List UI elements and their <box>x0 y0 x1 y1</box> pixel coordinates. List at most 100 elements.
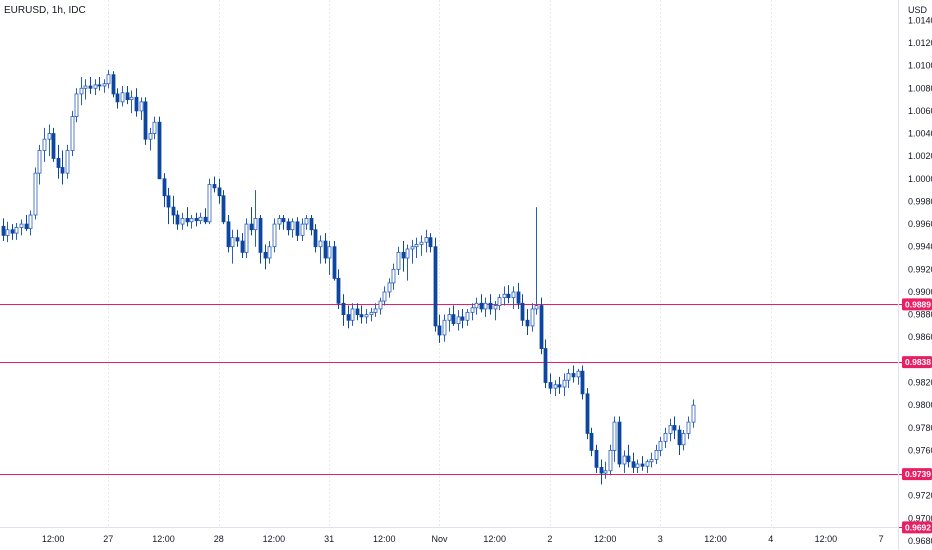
candle-body-19 <box>88 85 93 89</box>
candle-body-68 <box>313 229 318 248</box>
time-tick-label: 12:00 <box>263 534 286 544</box>
time-tick-label: 12:00 <box>594 534 617 544</box>
time-tick-label: 4 <box>768 534 773 544</box>
candle-body-1 <box>5 229 10 236</box>
currency-label: USD <box>908 5 928 15</box>
candle-body-7 <box>33 172 38 216</box>
candle-body-39 <box>180 218 185 225</box>
price-tick-label: 1.0140 <box>908 15 932 25</box>
candle-body-35 <box>162 178 167 197</box>
candle-body-86 <box>396 251 401 270</box>
price-tick-label: 1.0120 <box>908 38 932 48</box>
price-axis[interactable]: 1.0140 1.0120 1.0100 1.0080 1.0060 1.0040 1.00… <box>902 15 932 546</box>
candle-body-136 <box>626 455 631 463</box>
candle-body-131 <box>603 470 608 474</box>
candle-body-44 <box>203 216 208 223</box>
level-badge-label-3: 0.9692 <box>905 522 931 532</box>
candle-body-119 <box>548 382 553 389</box>
candle-body-109 <box>502 293 507 299</box>
candle-body-113 <box>520 302 525 321</box>
level-badge-0 <box>902 298 932 311</box>
time-tick-label: 28 <box>214 534 224 544</box>
candle-body-13 <box>60 167 65 174</box>
candle-body-84 <box>387 282 392 293</box>
candle-body-10 <box>47 133 52 140</box>
candle-body-32 <box>148 133 153 140</box>
candle-body-42 <box>194 218 199 222</box>
candle-body-89 <box>410 246 415 250</box>
candle-body-63 <box>290 221 295 231</box>
candle-body-105 <box>483 302 488 310</box>
candle-body-50 <box>230 237 235 248</box>
candle-body-133 <box>612 421 617 451</box>
candle-body-82 <box>378 300 383 310</box>
candle-body-3 <box>14 227 19 234</box>
candle-body-111 <box>511 291 516 299</box>
candle-body-74 <box>341 302 346 316</box>
time-tick-label: 2 <box>547 534 552 544</box>
candle-body-142 <box>654 450 659 460</box>
candle-body-12 <box>56 158 61 168</box>
candle-body-51 <box>235 237 240 242</box>
candle-body-128 <box>589 433 594 451</box>
candle-body-98 <box>451 314 456 325</box>
candle-body-4 <box>19 223 24 228</box>
candle-body-41 <box>189 218 194 223</box>
candle-body-117 <box>539 305 544 349</box>
candle-body-125 <box>576 370 581 378</box>
candle-body-72 <box>332 246 337 279</box>
candle-body-37 <box>171 206 176 216</box>
candle-body-23 <box>106 74 111 85</box>
time-axis[interactable]: 12:00 27 12:00 28 12:00 31 12:00 Nov 12:00 2 12:00… <box>42 534 884 544</box>
time-tick-label: 7 <box>879 534 884 544</box>
grid-lines <box>108 0 772 527</box>
candle-body-73 <box>336 277 341 304</box>
candle-body-6 <box>28 214 33 230</box>
candle-body-58 <box>267 246 272 259</box>
time-tick-label: 31 <box>324 534 334 544</box>
candle-body-14 <box>65 150 70 174</box>
candle-body-88 <box>405 248 410 259</box>
candle-body-137 <box>631 461 636 468</box>
candle-body-78 <box>359 314 364 318</box>
candle-body-43 <box>198 216 203 222</box>
candle-body-94 <box>433 246 438 327</box>
candle-body-27 <box>125 92 130 100</box>
candle-body-143 <box>658 440 663 451</box>
candle-body-52 <box>240 240 245 253</box>
candle-body-90 <box>414 244 419 248</box>
candle-body-22 <box>102 83 107 87</box>
candle-body-104 <box>479 302 484 310</box>
candle-body-149 <box>686 421 691 434</box>
candle-body-77 <box>355 308 360 316</box>
candle-body-124 <box>571 373 576 378</box>
candle-body-48 <box>221 195 226 223</box>
candle-body-8 <box>37 150 42 174</box>
candle-body-36 <box>166 195 171 208</box>
candle-body-110 <box>506 293 511 299</box>
price-tick-label: 1.0100 <box>908 61 932 71</box>
candle-body-96 <box>442 319 447 336</box>
candle-body-46 <box>212 184 217 189</box>
candle-body-20 <box>93 84 98 89</box>
candle-body-122 <box>562 379 567 388</box>
candle-body-11 <box>51 133 56 159</box>
candle-body-5 <box>24 223 29 230</box>
candle-body-114 <box>525 319 530 327</box>
candle-body-126 <box>580 370 585 395</box>
candle-body-17 <box>79 87 84 95</box>
candle-body-71 <box>327 246 332 259</box>
candle-body-16 <box>74 93 79 117</box>
candle-body-97 <box>447 314 452 321</box>
candle-body-47 <box>217 187 222 197</box>
candle-body-95 <box>437 325 442 336</box>
candle-body-93 <box>428 237 433 248</box>
candle-body-60 <box>277 218 282 225</box>
candle-body-21 <box>97 84 102 87</box>
candle-body-49 <box>226 221 231 248</box>
